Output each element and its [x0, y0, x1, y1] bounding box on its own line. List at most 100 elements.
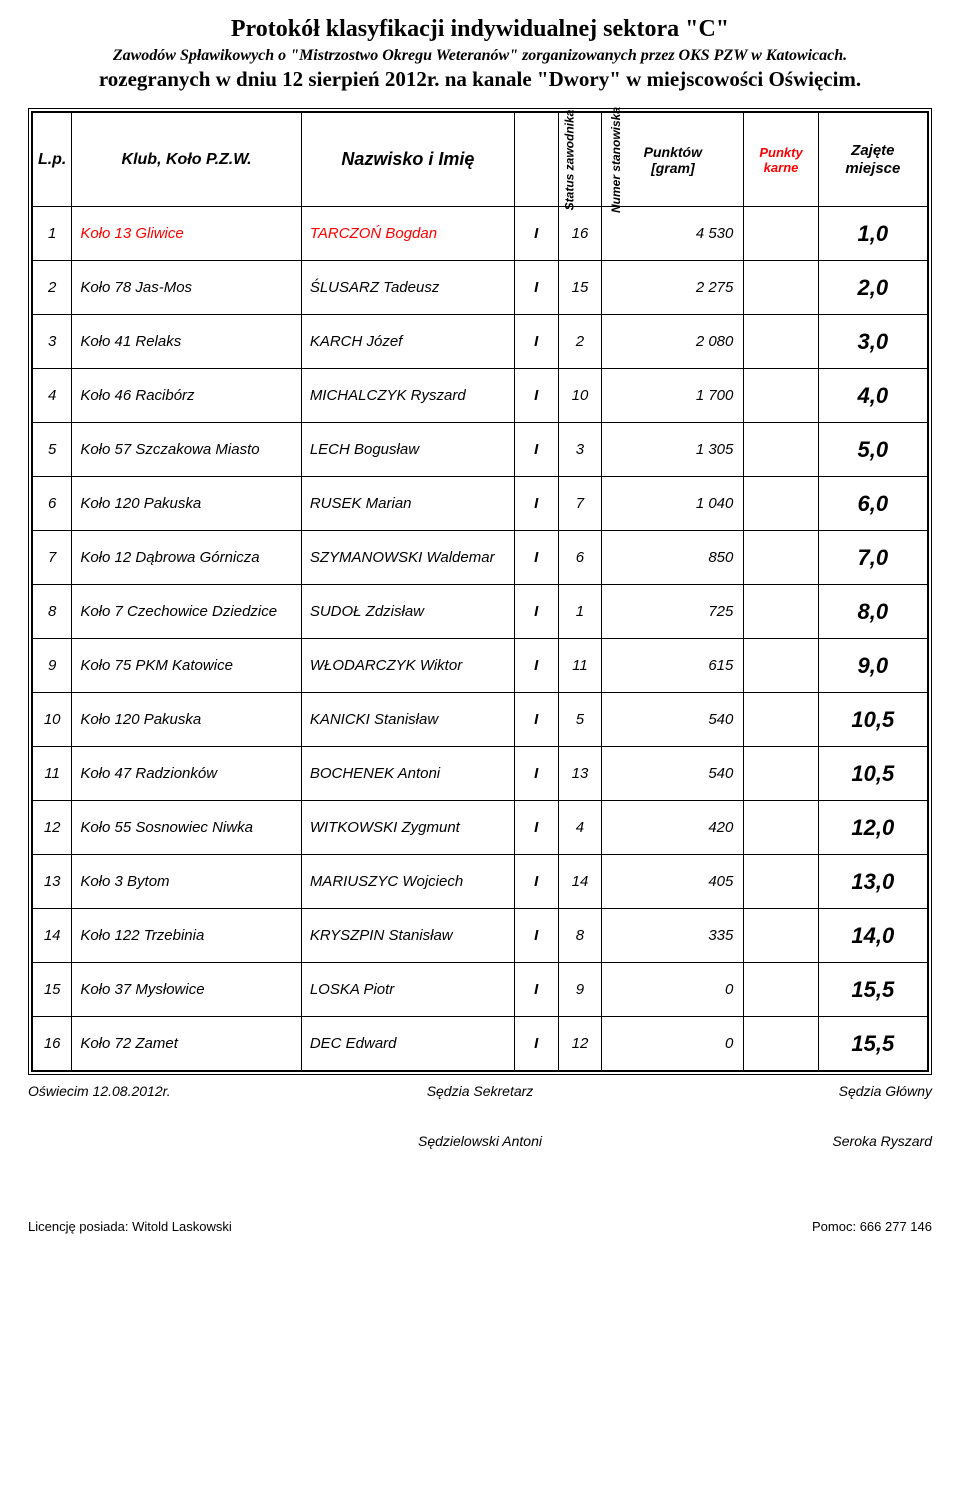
cell-stanowisko: 10 [558, 369, 602, 423]
cell-karne [744, 423, 818, 477]
table-row: 12Koło 55 Sosnowiec NiwkaWITKOWSKI Zygmu… [33, 801, 928, 855]
table-row: 10Koło 120 PakuskaKANICKI StanisławI5540… [33, 693, 928, 747]
cell-status: I [514, 1017, 558, 1071]
cell-karne [744, 585, 818, 639]
cell-lp: 10 [33, 693, 72, 747]
cell-name: TARCZOŃ Bogdan [301, 207, 514, 261]
table-row: 14Koło 122 TrzebiniaKRYSZPIN StanisławI8… [33, 909, 928, 963]
sig-sekretarz-name: Sędzielowski Antoni [248, 1133, 712, 1149]
col-punktow: Punktów[gram] [602, 113, 744, 207]
sig-glowny-label: Sędzia Główny [712, 1083, 932, 1099]
cell-klub: Koło 120 Pakuska [72, 693, 301, 747]
cell-status: I [514, 477, 558, 531]
table-row: 4Koło 46 RacibórzMICHALCZYK RyszardI101 … [33, 369, 928, 423]
results-table: L.p. Klub, Koło P.Z.W. Nazwisko i Imię S… [32, 112, 928, 1071]
table-header-row: L.p. Klub, Koło P.Z.W. Nazwisko i Imię S… [33, 113, 928, 207]
cell-name: RUSEK Marian [301, 477, 514, 531]
cell-klub: Koło 57 Szczakowa Miasto [72, 423, 301, 477]
cell-lp: 3 [33, 315, 72, 369]
cell-name: WITKOWSKI Zygmunt [301, 801, 514, 855]
cell-karne [744, 531, 818, 585]
cell-punktow: 420 [602, 801, 744, 855]
cell-miejsce: 2,0 [818, 261, 927, 315]
cell-lp: 2 [33, 261, 72, 315]
col-miejsce: Zajętemiejsce [818, 113, 927, 207]
cell-lp: 11 [33, 747, 72, 801]
cell-stanowisko: 3 [558, 423, 602, 477]
footer-right: Pomoc: 666 277 146 [812, 1219, 932, 1234]
cell-klub: Koło 75 PKM Katowice [72, 639, 301, 693]
table-row: 11Koło 47 RadzionkówBOCHENEK AntoniI1354… [33, 747, 928, 801]
cell-lp: 14 [33, 909, 72, 963]
signature-block: Oświecim 12.08.2012r. Sędzia Sekretarz S… [28, 1083, 932, 1149]
cell-stanowisko: 8 [558, 909, 602, 963]
cell-miejsce: 1,0 [818, 207, 927, 261]
cell-punktow: 1 305 [602, 423, 744, 477]
cell-status: I [514, 585, 558, 639]
cell-status: I [514, 693, 558, 747]
cell-name: LOSKA Piotr [301, 963, 514, 1017]
cell-lp: 5 [33, 423, 72, 477]
page-footer: Licencję posiada: Witold Laskowski Pomoc… [28, 1219, 932, 1234]
cell-klub: Koło 12 Dąbrowa Górnicza [72, 531, 301, 585]
footer-left: Licencję posiada: Witold Laskowski [28, 1219, 232, 1234]
cell-name: SZYMANOWSKI Waldemar [301, 531, 514, 585]
col-status: Status zawodnika [514, 113, 558, 207]
cell-karne [744, 315, 818, 369]
cell-miejsce: 3,0 [818, 315, 927, 369]
cell-karne [744, 207, 818, 261]
cell-punktow: 0 [602, 963, 744, 1017]
cell-miejsce: 13,0 [818, 855, 927, 909]
cell-karne [744, 261, 818, 315]
cell-lp: 6 [33, 477, 72, 531]
cell-lp: 4 [33, 369, 72, 423]
cell-klub: Koło 120 Pakuska [72, 477, 301, 531]
cell-stanowisko: 5 [558, 693, 602, 747]
cell-lp: 12 [33, 801, 72, 855]
table-row: 5Koło 57 Szczakowa MiastoLECH BogusławI3… [33, 423, 928, 477]
cell-klub: Koło 37 Mysłowice [72, 963, 301, 1017]
cell-miejsce: 15,5 [818, 1017, 927, 1071]
cell-klub: Koło 3 Bytom [72, 855, 301, 909]
cell-name: KARCH Józef [301, 315, 514, 369]
table-row: 8Koło 7 Czechowice DziedziceSUDOŁ Zdzisł… [33, 585, 928, 639]
cell-stanowisko: 11 [558, 639, 602, 693]
cell-miejsce: 10,5 [818, 747, 927, 801]
cell-punktow: 405 [602, 855, 744, 909]
cell-punktow: 4 530 [602, 207, 744, 261]
cell-status: I [514, 369, 558, 423]
cell-status: I [514, 261, 558, 315]
cell-stanowisko: 16 [558, 207, 602, 261]
table-row: 6Koło 120 PakuskaRUSEK MarianI71 0406,0 [33, 477, 928, 531]
cell-status: I [514, 207, 558, 261]
cell-klub: Koło 47 Radzionków [72, 747, 301, 801]
cell-karne [744, 1017, 818, 1071]
cell-punktow: 1 040 [602, 477, 744, 531]
cell-punktow: 540 [602, 747, 744, 801]
cell-punktow: 1 700 [602, 369, 744, 423]
cell-stanowisko: 13 [558, 747, 602, 801]
cell-name: KANICKI Stanisław [301, 693, 514, 747]
cell-status: I [514, 909, 558, 963]
cell-klub: Koło 78 Jas-Mos [72, 261, 301, 315]
cell-miejsce: 8,0 [818, 585, 927, 639]
cell-karne [744, 477, 818, 531]
sig-sekretarz-label: Sędzia Sekretarz [248, 1083, 712, 1099]
cell-klub: Koło 41 Relaks [72, 315, 301, 369]
cell-stanowisko: 14 [558, 855, 602, 909]
cell-klub: Koło 72 Zamet [72, 1017, 301, 1071]
table-row: 2Koło 78 Jas-MosŚLUSARZ TadeuszI152 2752… [33, 261, 928, 315]
cell-karne [744, 963, 818, 1017]
cell-klub: Koło 122 Trzebinia [72, 909, 301, 963]
cell-punktow: 2 080 [602, 315, 744, 369]
table-row: 9Koło 75 PKM KatowiceWŁODARCZYK WiktorI1… [33, 639, 928, 693]
cell-karne [744, 747, 818, 801]
sig-glowny-name: Seroka Ryszard [712, 1133, 932, 1149]
cell-name: MARIUSZYC Wojciech [301, 855, 514, 909]
cell-name: BOCHENEK Antoni [301, 747, 514, 801]
cell-name: SUDOŁ Zdzisław [301, 585, 514, 639]
cell-karne [744, 855, 818, 909]
cell-status: I [514, 801, 558, 855]
cell-miejsce: 15,5 [818, 963, 927, 1017]
cell-lp: 15 [33, 963, 72, 1017]
